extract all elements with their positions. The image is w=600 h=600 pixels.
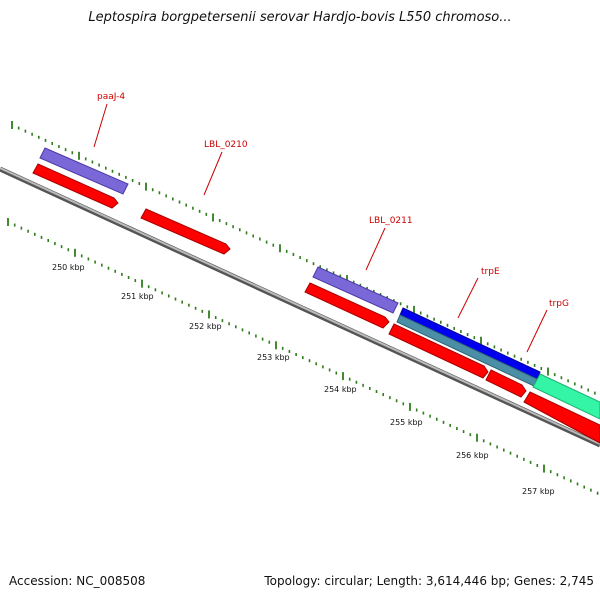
genome-summary-text: Topology: circular; Length: 3,614,446 bp… — [264, 574, 594, 588]
inner-tick-track — [7, 218, 599, 495]
label-leader-LBL_0210 — [203, 151, 223, 196]
scale-label-252kbp: 252 kbp — [189, 322, 222, 331]
scale-label-256kbp: 256 kbp — [456, 451, 489, 460]
gene-label-trpG[interactable]: trpG — [549, 299, 569, 309]
label-leader-LBL_0211 — [365, 227, 386, 271]
gene-label-trpE[interactable]: trpE — [481, 267, 500, 277]
gene-label-LBL_0211[interactable]: LBL_0211 — [369, 216, 413, 226]
scale-label-251kbp: 251 kbp — [121, 292, 154, 301]
gene-label-LBL_0210[interactable]: LBL_0210 — [204, 140, 248, 150]
gene-label-paaJ-4[interactable]: paaJ-4 — [97, 92, 125, 102]
gene-feature-LBL_0211[interactable] — [312, 266, 399, 314]
outer-tick-track — [11, 121, 596, 395]
cds-feature-LBL_0211[interactable] — [304, 282, 390, 329]
cds-feature-paaJ-4[interactable] — [32, 163, 119, 209]
gene-feature-trpE-lower[interactable] — [396, 314, 538, 387]
label-leader-paaJ-4 — [93, 103, 108, 148]
cds-feature-trpE[interactable] — [388, 323, 489, 379]
gene-feature-trpG[interactable] — [532, 373, 600, 420]
scale-label-257kbp: 257 kbp — [522, 487, 555, 496]
gene-feature-paaJ-4[interactable] — [39, 147, 129, 195]
cds-feature-trpG-b[interactable] — [523, 391, 600, 444]
scale-label-253kbp: 253 kbp — [257, 353, 290, 362]
label-leader-trpG — [526, 309, 548, 353]
scale-label-250kbp: 250 kbp — [52, 263, 85, 272]
cds-feature-LBL_0210[interactable] — [140, 208, 231, 255]
chromosome-backbone-highlight — [0, 167, 600, 445]
label-leader-trpE — [457, 277, 479, 319]
cds-feature-trpG-a[interactable] — [485, 369, 527, 398]
scale-label-254kbp: 254 kbp — [324, 385, 357, 394]
map-title: Leptospira borgpetersenii serovar Hardjo… — [88, 10, 512, 25]
scale-label-255kbp: 255 kbp — [390, 418, 423, 427]
accession-text: Accession: NC_008508 — [9, 574, 146, 588]
